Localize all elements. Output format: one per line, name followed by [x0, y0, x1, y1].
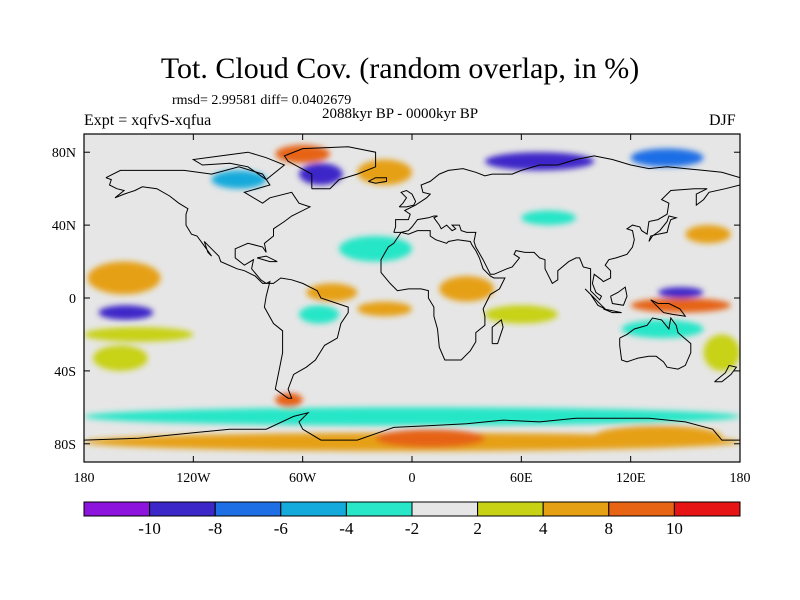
y-tick-label: 40N [52, 219, 76, 234]
coastline [398, 189, 417, 208]
colorbar-swatch [542, 501, 610, 517]
colorbar-swatch [411, 501, 479, 517]
anomaly-region [484, 305, 558, 324]
anomaly-region [84, 407, 740, 426]
anomaly-region [621, 319, 704, 339]
coastline [648, 215, 678, 242]
y-tick-label: 80N [52, 146, 76, 161]
anomaly-region [84, 327, 194, 342]
chart-title: Tot. Cloud Cov. (random overlap, in %) [160, 52, 640, 85]
anomaly-region [156, 356, 212, 371]
anomaly-region [93, 345, 148, 371]
x-tick-label: 180 [730, 471, 751, 486]
anomaly-region [630, 298, 731, 313]
colorbar-swatch [673, 501, 741, 517]
colorbar-label: -4 [339, 519, 354, 538]
colorbar-label: 2 [473, 519, 482, 538]
colorbar-label: 10 [665, 519, 683, 538]
coastline [610, 286, 628, 306]
anomaly-region [685, 225, 731, 244]
coastline [491, 319, 504, 345]
x-tick-label: 120E [616, 471, 646, 486]
anomaly-region [339, 236, 412, 262]
coastline [256, 255, 278, 263]
anomaly-region [594, 425, 722, 448]
colorbar-swatch [280, 501, 347, 517]
colorbar-label: -2 [404, 519, 420, 538]
y-tick-label: 0 [69, 292, 76, 307]
anomaly-region [275, 144, 330, 164]
anomaly-region [484, 152, 595, 171]
colorbar-swatch [149, 501, 216, 517]
x-tick-label: 60W [289, 471, 317, 486]
period-label: 2088kyr BP - 0000kyr BP [322, 106, 479, 122]
colorbar-label: -6 [273, 519, 288, 538]
anomaly-layer [84, 144, 740, 452]
x-tick-label: 60E [510, 471, 533, 486]
coastline [393, 155, 740, 233]
colorbar-label: 8 [604, 519, 614, 538]
anomaly-region [299, 305, 340, 324]
coastline [191, 151, 286, 181]
coastline [650, 299, 687, 317]
y-tick-label: 80S [54, 438, 76, 453]
coastline [283, 146, 377, 190]
colorbar-label: -10 [138, 519, 161, 538]
anomaly-region [98, 305, 154, 320]
axis-ticks: 180 120W 60W 0 60E 120E 180 80N 40N 0 40S 80S [52, 134, 751, 486]
y-tick-label: 40S [54, 365, 76, 380]
anomaly-region [275, 392, 303, 408]
anomaly-region [658, 287, 704, 298]
coastline [105, 166, 349, 399]
experiment-label: Expt = xqfvS-xqfua [84, 112, 212, 129]
anomaly-region [87, 261, 161, 295]
colorbar [83, 501, 741, 517]
plot-background [84, 134, 740, 462]
colorbar-swatch [83, 501, 151, 517]
colorbar-label: -8 [208, 519, 223, 538]
coastline [393, 184, 740, 301]
anomaly-region [521, 210, 577, 226]
coastline [368, 177, 387, 184]
coastline [84, 411, 740, 441]
anomaly-region [299, 163, 343, 186]
stats-text: rmsd= 2.99581 diff= 0.0402679 [172, 93, 352, 108]
coastlines [84, 146, 740, 441]
coastline [603, 308, 622, 314]
colorbar-swatch [608, 501, 675, 517]
coastline [380, 230, 506, 361]
colorbar-swatch [477, 501, 544, 517]
colorbar-swatch [345, 501, 413, 517]
x-tick-label: 120W [176, 471, 211, 486]
coastline [714, 364, 738, 383]
anomaly-region [306, 283, 358, 302]
season-label: DJF [709, 112, 736, 129]
anomaly-region [375, 429, 485, 448]
anomaly-region [357, 159, 412, 186]
anomaly-region [357, 301, 412, 317]
anomaly-region [630, 148, 704, 167]
coastline [619, 316, 692, 370]
colorbar-label: 4 [538, 519, 548, 538]
anomaly-region [211, 170, 267, 189]
x-tick-label: 180 [74, 471, 95, 486]
x-tick-label: 0 [409, 471, 416, 486]
anomaly-region [466, 338, 522, 362]
colorbar-swatch [214, 501, 282, 517]
anomaly-region [703, 334, 740, 371]
anomaly-region [439, 276, 494, 302]
anomaly-region [248, 370, 303, 390]
